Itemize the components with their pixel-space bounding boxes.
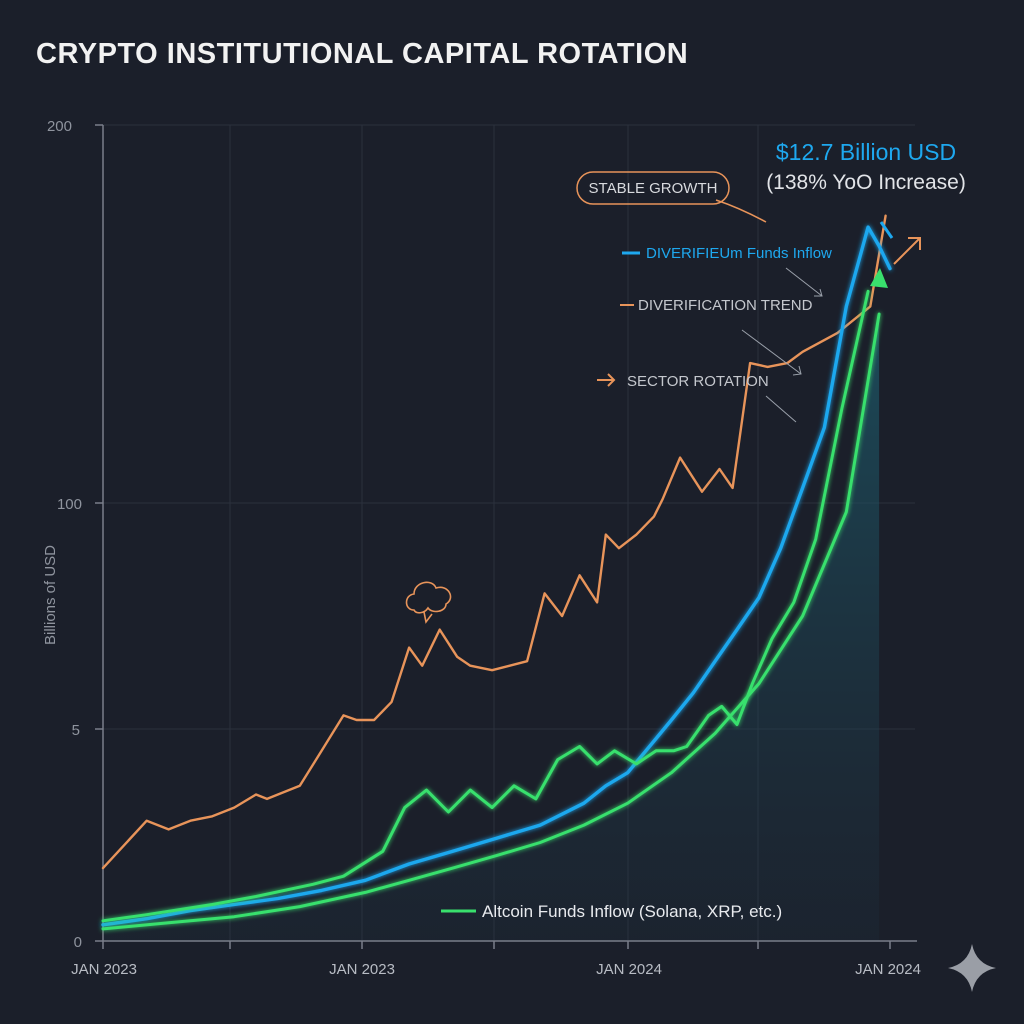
legend-green-label: Altcoin Funds Inflow (Solana, XRP, etc.) [482, 902, 782, 921]
stable-growth-pill: STABLE GROWTH [576, 171, 767, 223]
y-axis-label: Billions of USD [42, 545, 59, 645]
legend-diversification-item: DIVERIFICATION TREND [620, 297, 813, 376]
x-tick-label-3: JAN 2024 [855, 961, 921, 978]
legend-blue-label: DIVERIFIEUm Funds Inflow [646, 245, 832, 262]
blue-series-line [101, 225, 892, 927]
green-peak-arrowhead [870, 268, 888, 288]
y-tick-label-100: 100 [57, 496, 82, 513]
y-tick-label-200: 200 [47, 118, 72, 135]
axes [95, 124, 917, 949]
series-group [101, 214, 892, 931]
stable-growth-label: STABLE GROWTH [589, 180, 718, 197]
x-tick-label-0: JAN 2023 [71, 961, 137, 978]
y-tick-label-0: 0 [74, 934, 82, 951]
callout-subtext: (138% YoO Increase) [766, 171, 966, 194]
sparkle-icon [948, 944, 996, 992]
lower-green-series-line [101, 312, 881, 931]
diversification-trend-label: DIVERIFICATION TREND [638, 297, 813, 314]
legend-green-item: Altcoin Funds Inflow (Solana, XRP, etc.) [441, 902, 782, 921]
legend-sector-item: SECTOR ROTATION [597, 373, 797, 423]
callout-value: $12.7 Billion USD [776, 139, 956, 165]
altcoin-area-fill [103, 314, 880, 941]
cloud-bubble-icon [405, 581, 452, 624]
orange-end-arrow [893, 237, 921, 265]
sector-rotation-label: SECTOR ROTATION [627, 373, 769, 390]
blue-peak-arrowhead [879, 221, 894, 239]
legend-blue-item: DIVERIFIEUm Funds Inflow [622, 245, 832, 297]
small-arrow-icon [597, 373, 616, 387]
orange-series-line [101, 214, 887, 870]
x-tick-label-2: JAN 2024 [596, 961, 662, 978]
chart-title: CRYPTO INSTITUTIONAL CAPITAL ROTATION [36, 38, 689, 70]
green-series-line [101, 289, 870, 923]
y-tick-label-5: 5 [72, 722, 80, 739]
x-tick-label-1: JAN 2023 [329, 961, 395, 978]
